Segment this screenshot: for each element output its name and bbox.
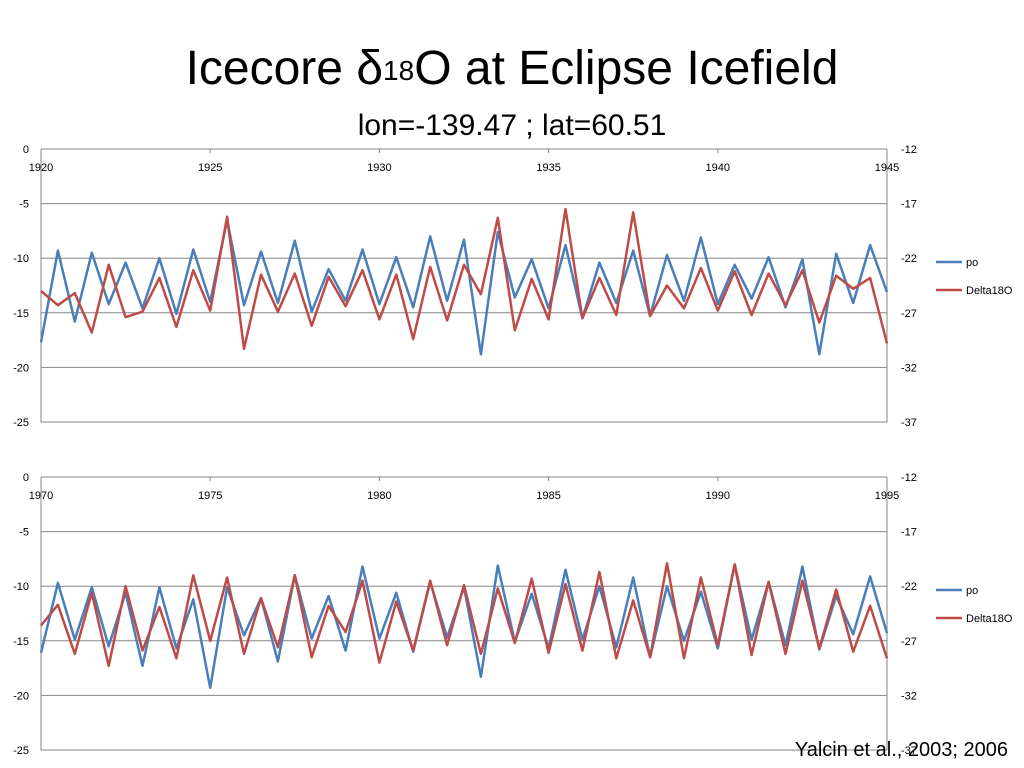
y-tick-left: -15 — [13, 308, 29, 320]
title-superscript: 18 — [383, 55, 415, 86]
chart-1970-1995: 0 -5 -10 -15 -20 -25 -12 -17 -22 -27 -32 -37 1970 197… — [13, 472, 1013, 757]
citation: Yalcin et al., 2003; 2006 — [794, 739, 1008, 761]
y-tick-right: -17 — [901, 527, 917, 539]
legend-label-delta18o: Delta18O — [966, 613, 1013, 625]
series-line-po — [39, 218, 889, 356]
y-tick-left: -25 — [13, 417, 29, 429]
x-tick: 1975 — [198, 490, 222, 502]
x-tick: 1925 — [198, 162, 222, 174]
y-tick-left: -20 — [13, 362, 29, 374]
y-tick-left: 0 — [23, 144, 29, 156]
y-tick-left: -10 — [13, 253, 29, 265]
x-tick: 1940 — [706, 162, 730, 174]
x-tick: 1985 — [536, 490, 560, 502]
x-tick: 1990 — [706, 490, 730, 502]
y-tick-left: -20 — [13, 690, 29, 702]
series-line-delta18o — [40, 207, 889, 351]
title-end: O at Eclipse Icefield — [414, 42, 839, 95]
y-tick-right: -27 — [901, 308, 917, 320]
title-main: Icecore δ — [185, 42, 384, 95]
x-tick: 1980 — [367, 490, 391, 502]
legend-label-po: po — [966, 585, 978, 597]
slide-title: Icecore δ18O at Eclipse Icefield — [0, 40, 1024, 98]
x-tick: 1930 — [367, 162, 391, 174]
y-tick-left: -5 — [19, 527, 29, 539]
slide-subtitle: lon=-139.47 ; lat=60.51 — [357, 109, 667, 142]
series-line-delta18o — [40, 562, 889, 668]
y-tick-right: -37 — [901, 745, 917, 757]
series-line-po — [39, 563, 889, 690]
x-tick: 1995 — [875, 490, 899, 502]
x-tick: 1920 — [29, 162, 53, 174]
x-tick: 1970 — [29, 490, 53, 502]
y-tick-right: -12 — [901, 472, 917, 484]
y-tick-right: -27 — [901, 636, 917, 648]
y-tick-left: -5 — [19, 199, 29, 211]
y-tick-left: 0 — [23, 472, 29, 484]
x-tick: 1945 — [875, 162, 899, 174]
y-tick-right: -32 — [901, 362, 917, 374]
y-tick-right: -22 — [901, 253, 917, 265]
y-tick-right: -12 — [901, 144, 917, 156]
y-tick-right: -37 — [901, 417, 917, 429]
y-tick-left: -15 — [13, 636, 29, 648]
chart-1920-1945: 0 -5 -10 -15 -20 -25 -12 -17 -22 -27 -32 -37 1920 192… — [13, 144, 1013, 429]
y-tick-right: -32 — [901, 690, 917, 702]
y-tick-left: -25 — [13, 745, 29, 757]
legend-label-delta18o: Delta18O — [966, 285, 1013, 297]
legend-label-po: po — [966, 257, 978, 269]
y-tick-right: -17 — [901, 199, 917, 211]
y-tick-left: -10 — [13, 581, 29, 593]
y-tick-right: -22 — [901, 581, 917, 593]
x-tick: 1935 — [536, 162, 560, 174]
